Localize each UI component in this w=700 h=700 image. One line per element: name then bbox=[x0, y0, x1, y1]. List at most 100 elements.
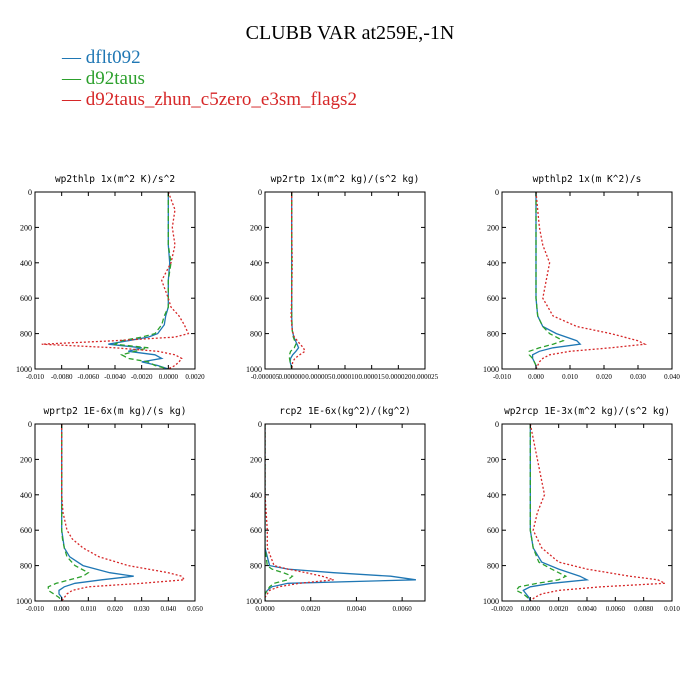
y-tick-label: 800 bbox=[20, 330, 32, 339]
chart-panel-1: wp2thlp 1x(m^2 K)/s^202004006008001000-0… bbox=[16, 174, 205, 381]
x-tick-label: 0.000005 bbox=[305, 373, 332, 381]
x-tick-label: 0.000000 bbox=[279, 373, 306, 381]
y-tick-label: 400 bbox=[20, 259, 32, 268]
x-tick-label: 0.000020 bbox=[385, 373, 412, 381]
y-tick-label: 0 bbox=[258, 188, 262, 197]
series-line-dflt092 bbox=[531, 192, 582, 369]
x-tick-label: -0.0040 bbox=[104, 373, 126, 381]
x-tick-label: -0.0020 bbox=[131, 373, 153, 381]
y-tick-label: 600 bbox=[20, 526, 32, 535]
x-tick-label: 0.010 bbox=[562, 373, 578, 381]
legend-label: d92taus_zhun_c5zero_e3sm_flags2 bbox=[85, 89, 357, 110]
y-tick-label: 1000 bbox=[16, 597, 32, 606]
y-tick-label: 200 bbox=[487, 223, 499, 232]
chart-title: wp2rtp 1x(m^2 kg)/(s^2 kg) bbox=[271, 174, 420, 185]
series-line-d92taus-zhun-c5zero-e3sm-flags2 bbox=[61, 424, 186, 601]
plot-frame bbox=[501, 191, 673, 370]
chart-panel-2: wp2rtp 1x(m^2 kg)/(s^2 kg) 0 200 400 600 800 1… bbox=[246, 174, 439, 381]
x-tick-label: 0.0080 bbox=[634, 605, 654, 613]
x-tick-label: 0.000 bbox=[528, 373, 544, 381]
x-tick-label: 0.010 bbox=[80, 605, 96, 613]
y-tick-label: 400 bbox=[20, 491, 32, 500]
series-line-d92taus-zhun-c5zero-e3sm-flags2 bbox=[535, 192, 648, 369]
y-tick-label: 800 bbox=[487, 562, 499, 571]
y-tick-label: 600 bbox=[250, 294, 262, 303]
series-line-d92taus bbox=[288, 192, 297, 369]
y-tick-label: 0 bbox=[28, 188, 32, 197]
x-tick-label: 0.0020 bbox=[549, 605, 569, 613]
series-line-d92taus bbox=[515, 424, 568, 601]
chart-panel-6: wp2rcp 1E-3x(m^2 kg)/(s^2 kg) 0 200 400 600 8… bbox=[483, 406, 680, 613]
y-tick-label: 800 bbox=[20, 562, 32, 571]
series-line-d92taus-zhun-c5zero-e3sm-flags2 bbox=[290, 192, 306, 369]
x-tick-label: 0.040 bbox=[160, 605, 176, 613]
x-tick-label: -0.010 bbox=[26, 373, 45, 381]
x-tick-label: 0.020 bbox=[107, 605, 123, 613]
chart-panel-5: rcp2 1E-6x(kg^2)/(kg^2) 0 200 400 600 800 1000… bbox=[246, 406, 426, 613]
x-tick-label: 0.0040 bbox=[347, 605, 367, 613]
x-tick-label: 0.0060 bbox=[393, 605, 413, 613]
x-tick-label: -0.0060 bbox=[78, 373, 100, 381]
legend-item-flags2: — d92taus_zhun_c5zero_e3sm_flags2 bbox=[62, 89, 357, 111]
x-tick-label: 0.030 bbox=[134, 605, 150, 613]
x-tick-label: 0.0060 bbox=[606, 605, 626, 613]
y-tick-label: 800 bbox=[250, 562, 262, 571]
series-line-dflt092 bbox=[522, 424, 590, 601]
x-tick-label: 0.050 bbox=[187, 605, 203, 613]
x-tick-label: -0.010 bbox=[26, 605, 45, 613]
y-tick-label: 600 bbox=[487, 526, 499, 535]
series-line-d92taus bbox=[265, 424, 294, 601]
y-tick-label: 1000 bbox=[16, 365, 32, 374]
y-tick-label: 800 bbox=[487, 330, 499, 339]
x-tick-label: 0.000025 bbox=[412, 373, 439, 381]
page-title: CLUBB VAR at259E,-1N bbox=[245, 22, 455, 44]
x-tick-label: 0.030 bbox=[630, 373, 646, 381]
series-line-d92taus bbox=[528, 192, 565, 369]
legend-item-dflt092: — dflt092 bbox=[62, 47, 141, 69]
chart-title: wp2thlp 1x(m^2 K)/s^2 bbox=[55, 174, 175, 185]
y-tick-label: 200 bbox=[487, 455, 499, 464]
series-line-d92taus bbox=[112, 192, 172, 369]
series-line-d92taus-zhun-c5zero-e3sm-flags2 bbox=[265, 424, 334, 601]
y-tick-label: 200 bbox=[250, 223, 262, 232]
series-line-d92taus bbox=[47, 424, 90, 601]
x-tick-label: 0.0020 bbox=[185, 373, 205, 381]
y-tick-label: 400 bbox=[250, 491, 262, 500]
series-line-d92taus-zhun-c5zero-e3sm-flags2 bbox=[41, 192, 190, 369]
x-tick-label: -0.000005 bbox=[251, 373, 280, 381]
y-tick-label: 0 bbox=[258, 420, 262, 429]
y-tick-label: 1000 bbox=[483, 365, 499, 374]
plot-frame bbox=[264, 191, 426, 370]
x-tick-label: 0.040 bbox=[664, 373, 680, 381]
y-tick-label: 400 bbox=[487, 259, 499, 268]
y-tick-label: 200 bbox=[250, 455, 262, 464]
legend-label: d92taus bbox=[85, 68, 145, 89]
y-tick-label: 200 bbox=[20, 223, 32, 232]
y-tick-label: 1000 bbox=[483, 597, 499, 606]
x-tick-label: 0.0000 bbox=[159, 373, 179, 381]
legend-marker: — bbox=[62, 47, 81, 68]
legend-marker: — bbox=[62, 89, 81, 110]
x-tick-label: 0.0020 bbox=[301, 605, 321, 613]
x-tick-label: 0.0000 bbox=[521, 605, 541, 613]
y-tick-label: 400 bbox=[250, 259, 262, 268]
y-tick-label: 600 bbox=[487, 294, 499, 303]
legend-marker: — bbox=[62, 68, 81, 89]
y-tick-label: 0 bbox=[495, 188, 499, 197]
chart-title: wprtp2 1E-6x(m kg)/(s kg) bbox=[44, 406, 187, 417]
x-tick-label: -0.0080 bbox=[51, 373, 73, 381]
y-tick-label: 600 bbox=[20, 294, 32, 303]
x-tick-label: 0.0040 bbox=[577, 605, 597, 613]
x-tick-label: 0.000010 bbox=[332, 373, 359, 381]
plot-frame bbox=[501, 423, 673, 602]
x-tick-label: -0.010 bbox=[493, 373, 512, 381]
x-tick-label: 0.0000 bbox=[255, 605, 275, 613]
chart-title: wpthlp2 1x(m K^2)/s bbox=[533, 174, 642, 185]
chart-panel-3: wpthlp2 1x(m K^2)/s 0 200 400 600 800 1000-0.0… bbox=[483, 174, 680, 381]
y-tick-label: 200 bbox=[20, 455, 32, 464]
x-tick-label: 0.000 bbox=[54, 605, 70, 613]
chart-title: wp2rcp 1E-3x(m^2 kg)/(s^2 kg) bbox=[504, 406, 670, 417]
chart-title: rcp2 1E-6x(kg^2)/(kg^2) bbox=[279, 406, 411, 417]
x-tick-label: 0.010 bbox=[664, 605, 680, 613]
